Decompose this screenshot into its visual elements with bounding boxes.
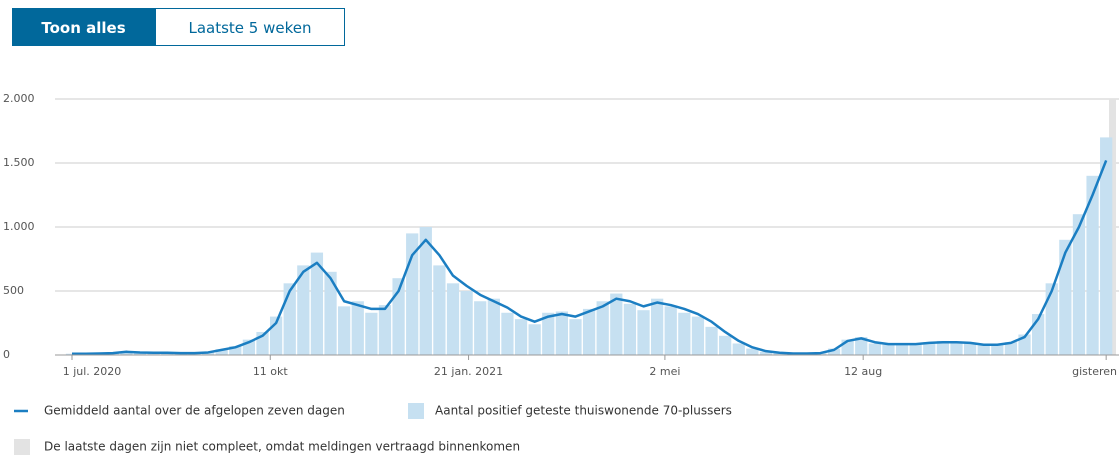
bar: [1059, 239, 1072, 355]
bar: [487, 298, 500, 355]
toggle-group: Toon alles Laatste 5 weken: [12, 8, 345, 46]
bar: [569, 319, 582, 355]
bar: [1086, 175, 1099, 355]
bar: [936, 340, 950, 355]
bar: [868, 343, 881, 355]
bar: [610, 293, 623, 355]
bar: [1100, 137, 1113, 355]
legend-label: De laatste dagen zijn niet compleet, omd…: [44, 440, 520, 454]
bar: [705, 326, 718, 355]
bar: [1045, 283, 1058, 355]
bar: [229, 346, 242, 355]
legend-label: Aantal positief geteste thuiswonende 70-…: [435, 404, 732, 418]
bar: [923, 342, 936, 355]
bar: [215, 349, 228, 355]
incomplete-band: [1109, 99, 1116, 355]
bar: [310, 252, 324, 355]
bar: [446, 283, 460, 355]
bar: [514, 319, 528, 355]
x-tick-label: 11 okt: [253, 365, 289, 378]
bar: [528, 324, 541, 355]
button[interactable]: Laatste 5 weken: [155, 8, 345, 46]
bar: [678, 312, 691, 355]
bar: [324, 271, 337, 355]
bar: [596, 301, 609, 355]
bar: [623, 303, 637, 355]
bar: [950, 342, 963, 355]
y-tick-label: 1.500: [3, 156, 35, 169]
bar: [963, 343, 977, 355]
bar: [991, 344, 1004, 355]
bar: [433, 265, 446, 355]
bar: [895, 343, 909, 355]
bar: [378, 305, 392, 355]
bar: [882, 344, 895, 355]
bar: [392, 278, 405, 355]
bar: [759, 351, 773, 355]
bar: [855, 337, 868, 355]
line: [72, 159, 1108, 355]
x-tick-label: 1 jul. 2020: [63, 365, 122, 378]
bar: [555, 311, 568, 355]
y-tick-label: 0: [3, 348, 10, 361]
bar: [719, 335, 732, 355]
y-tick-label: 500: [3, 284, 24, 297]
bar: [474, 301, 487, 355]
bar: [120, 351, 133, 355]
bar: [827, 348, 841, 355]
bar: [582, 308, 596, 355]
legend-label: Gemiddeld aantal over de afgelopen zeven…: [44, 404, 345, 418]
bar: [637, 310, 650, 355]
bar: [338, 306, 351, 355]
button[interactable]: Toon alles: [12, 8, 155, 46]
bar: [773, 353, 786, 355]
bar: [746, 348, 759, 355]
bar: [460, 291, 473, 355]
x-tick-label: 2 mei: [649, 365, 680, 378]
bar: [732, 343, 745, 355]
bar: [365, 312, 378, 355]
y-tick-label: 1.000: [3, 220, 35, 233]
bar: [909, 344, 922, 355]
bar: [691, 316, 705, 355]
x-tick-label: 12 aug: [844, 365, 882, 378]
x-tick-label: 21 jan. 2021: [434, 365, 503, 378]
bar: [977, 345, 990, 355]
bar: [650, 298, 664, 355]
bar: [1072, 214, 1086, 355]
bar: [664, 306, 677, 355]
legend-swatch: [14, 439, 30, 455]
legend: Gemiddeld aantal over de afgelopen zeven…: [14, 403, 732, 455]
bar: [297, 265, 310, 355]
bar: [419, 227, 432, 355]
x-tick-label: gisteren: [1072, 365, 1117, 378]
bar: [501, 312, 514, 355]
bar: [1004, 342, 1018, 355]
y-tick-label: 2.000: [3, 92, 35, 105]
bar: [542, 312, 555, 355]
legend-swatch: [408, 403, 424, 419]
bar: [351, 301, 364, 355]
